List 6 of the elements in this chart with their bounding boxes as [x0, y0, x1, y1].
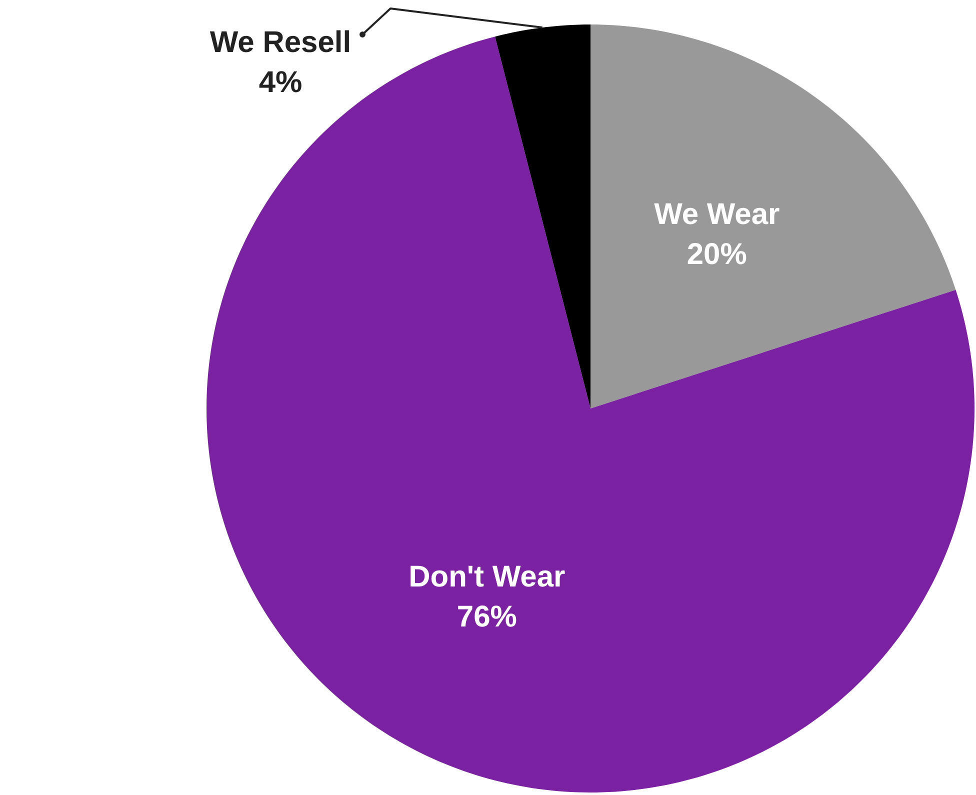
data-label: 4%	[258, 66, 302, 99]
slice-label: We Resell	[210, 26, 352, 59]
data-label: 20%	[686, 238, 747, 272]
slice-label: We Wear	[654, 198, 780, 232]
data-label: 76%	[456, 600, 517, 634]
slice-label: Don't Wear	[408, 560, 566, 594]
